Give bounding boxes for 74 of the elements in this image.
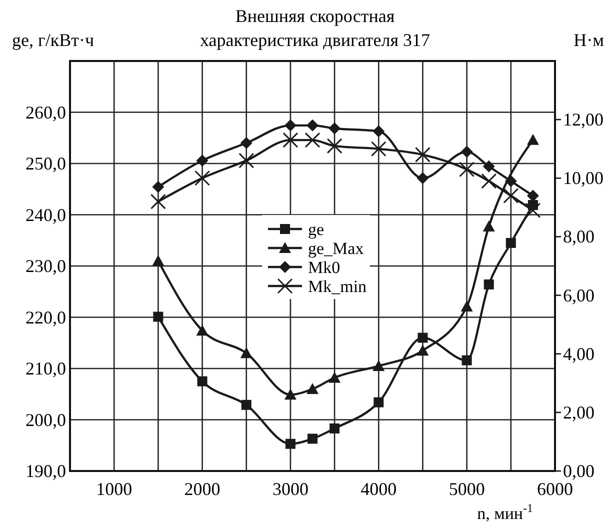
y2-axis-title: Н·м [574, 30, 604, 50]
y-tick-label: 220,0 [26, 307, 66, 328]
point [503, 188, 519, 204]
point [284, 119, 296, 132]
y2-tick-label: 4,00 [563, 344, 594, 364]
point [328, 372, 341, 383]
point [153, 312, 164, 322]
y2-tick-label: 10,00 [563, 168, 604, 188]
x-tick-label: 4000 [360, 479, 397, 499]
point [240, 347, 252, 358]
x-axis-title: n, мин$^{-1}$ [477, 501, 533, 523]
legend-label: ge [308, 220, 324, 239]
legend-label: Mk_min [308, 277, 368, 296]
point [196, 324, 208, 336]
point [372, 360, 385, 371]
point [306, 119, 318, 132]
y-tick-label: 190,0 [26, 461, 66, 481]
point [370, 141, 386, 157]
point [238, 152, 254, 168]
y-tick-label: 250,0 [26, 154, 66, 174]
y2-tick-label: 0,00 [563, 461, 594, 481]
y2-tick-label: 8,00 [563, 226, 594, 247]
y-axis-title: ge, г/кВт·ч [12, 30, 94, 50]
legend-label: ge_Max [308, 239, 364, 258]
y-tick-label: 240,0 [26, 204, 66, 225]
point [306, 383, 318, 394]
x-tick-label: 3000 [272, 479, 308, 499]
point [460, 146, 473, 158]
point [459, 162, 475, 178]
point [418, 332, 428, 343]
y2-tick-label: 12,00 [563, 110, 604, 130]
y-tick-label: 200,0 [26, 410, 66, 430]
point [284, 388, 296, 400]
x-tick-label: 5000 [448, 479, 485, 499]
point [328, 122, 341, 134]
point [194, 170, 210, 186]
point [506, 238, 516, 248]
point [197, 376, 208, 386]
y-tick-label: 210,0 [26, 358, 66, 378]
point [481, 173, 497, 189]
point [330, 423, 340, 434]
point [462, 355, 472, 366]
y2-tick-label: 2,00 [563, 402, 594, 422]
point [326, 138, 342, 154]
point [372, 125, 385, 138]
point [525, 202, 541, 218]
point [285, 438, 296, 449]
point [196, 154, 208, 167]
point [240, 137, 252, 149]
point [152, 180, 164, 193]
point [241, 400, 252, 410]
legend-label: Mk0 [308, 258, 340, 277]
point [416, 172, 429, 184]
point [482, 220, 495, 232]
point [152, 254, 164, 266]
y2-tick-label: 6,00 [563, 285, 594, 306]
y-tick-label: 230,0 [26, 256, 66, 276]
x-tick-label: 2000 [184, 479, 220, 499]
x-tick-label: 6000 [537, 479, 573, 499]
x-tick-label: 1000 [96, 479, 132, 499]
point [484, 279, 494, 290]
point [282, 132, 298, 148]
point [504, 175, 517, 188]
point [482, 160, 495, 172]
point [414, 146, 430, 162]
point [374, 397, 384, 408]
point [416, 344, 429, 356]
y-tick-label: 260,0 [26, 102, 66, 122]
point [460, 300, 473, 312]
chart-title: Внешняя скоростная характеристика двигателя 317 [200, 6, 430, 50]
point [308, 434, 318, 444]
point [304, 132, 320, 148]
point [150, 194, 166, 210]
point [526, 134, 539, 145]
